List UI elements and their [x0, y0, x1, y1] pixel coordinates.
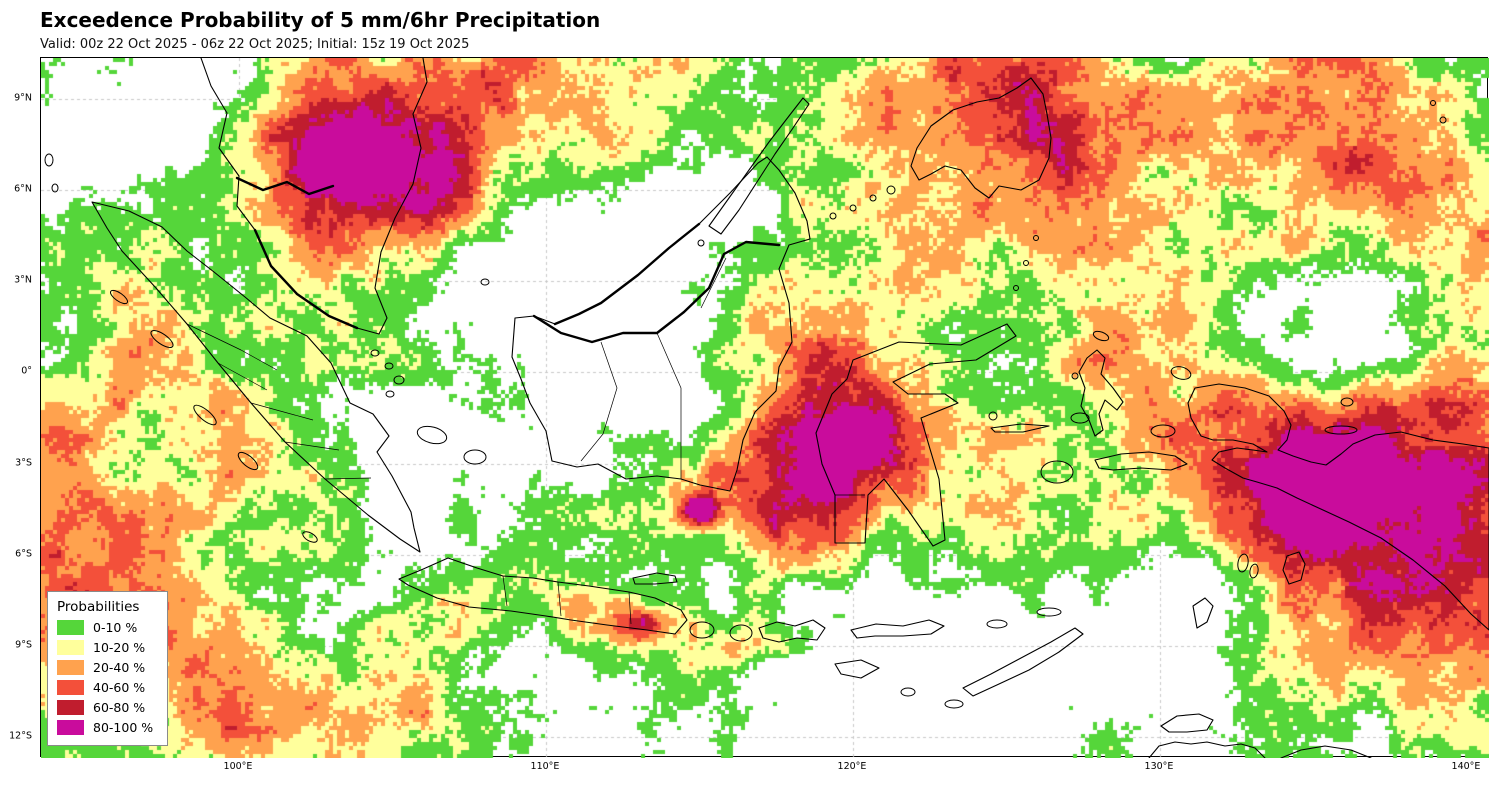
x-tick-label: 110°E [530, 761, 560, 772]
legend-row: 40-60 % [57, 680, 153, 695]
x-tick-label: 120°E [837, 761, 867, 772]
y-axis-latitude-labels: 9°N 6°N 3°N 0° 3°S 6°S 9°S 12°S [0, 57, 37, 757]
legend-row: 10-20 % [57, 640, 153, 655]
x-tick-label: 100°E [223, 761, 253, 772]
legend-row: 20-40 % [57, 660, 153, 675]
legend-swatch [57, 620, 84, 635]
y-tick-label: 3°S [15, 457, 32, 469]
legend-title: Probabilities [57, 599, 140, 615]
legend-row: 80-100 % [57, 720, 153, 735]
page-title: Exceedence Probability of 5 mm/6hr Preci… [40, 8, 601, 32]
legend-label: 10-20 % [93, 640, 146, 655]
legend-rows: 0-10 % 10-20 % 20-40 % 40-60 % 60-80 % 80-100… [57, 620, 153, 735]
map-legend: Probabilities 0-10 % 10-20 % 20-40 % 40-60 … [47, 591, 169, 746]
legend-swatch [57, 640, 84, 655]
y-tick-label: 0° [21, 365, 32, 377]
figure-header: Exceedence Probability of 5 mm/6hr Preci… [40, 8, 600, 52]
legend-swatch [57, 700, 84, 715]
legend-label: 0-10 % [93, 620, 138, 635]
y-tick-label: 9°S [15, 639, 32, 651]
y-tick-label: 9°N [14, 92, 32, 104]
y-tick-label: 6°S [15, 548, 32, 560]
legend-label: 60-80 % [93, 700, 146, 715]
y-tick-label: 6°N [14, 183, 32, 195]
legend-swatch [57, 720, 84, 735]
x-tick-label: 140°E [1451, 761, 1481, 772]
valid-time-subtitle: Valid: 00z 22 Oct 2025 - 06z 22 Oct 2025… [40, 37, 470, 52]
x-tick-label: 130°E [1144, 761, 1174, 772]
legend-row: 60-80 % [57, 700, 153, 715]
y-tick-label: 3°N [14, 274, 32, 286]
legend-swatch [57, 680, 84, 695]
y-tick-label: 12°S [9, 730, 32, 742]
map-frame: Probabilities 0-10 % 10-20 % 20-40 % 40-60 … [40, 57, 1489, 758]
legend-label: 80-100 % [93, 720, 154, 735]
legend-label: 40-60 % [93, 680, 146, 695]
probability-field-canvas [41, 58, 1489, 758]
x-axis-longitude-labels: 100°E 110°E 120°E 130°E 140°E [40, 761, 1488, 777]
legend-label: 20-40 % [93, 660, 146, 675]
legend-row: 0-10 % [57, 620, 153, 635]
legend-swatch [57, 660, 84, 675]
